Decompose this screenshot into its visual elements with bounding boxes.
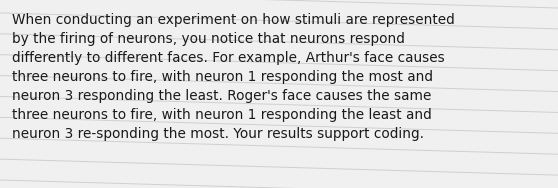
Text: When conducting an experiment on how stimuli are represented
by the firing of ne: When conducting an experiment on how sti… xyxy=(12,13,455,141)
